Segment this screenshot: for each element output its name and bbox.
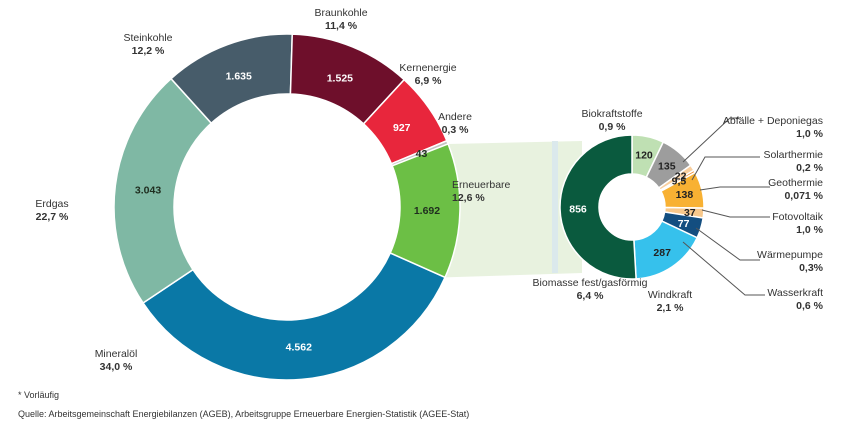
main-share-mineraloel: 34,0 %	[100, 361, 133, 373]
main-label-erneuerbare: Erneuerbare	[452, 179, 511, 191]
leader-line-wasserkraft	[682, 241, 765, 296]
main-value-steinkohle: 1.635	[226, 71, 252, 83]
renew-label-abfaelle-deponiegas: Abfälle + Deponiegas	[723, 115, 823, 127]
main-value-braunkohle: 1.525	[327, 72, 353, 84]
renew-share-abfaelle-deponiegas: 1,0 %	[796, 128, 824, 140]
renew-value-wasserkraft: 77	[678, 218, 690, 230]
renew-value-solarthermie: 22	[675, 170, 687, 182]
leader-line-solarthermie	[691, 156, 760, 181]
main-share-kernenergie: 6,9 %	[415, 75, 443, 87]
connector-band	[445, 141, 582, 278]
renew-value-biokraftstoffe: 120	[635, 149, 653, 161]
main-label-steinkohle: Steinkohle	[123, 32, 172, 44]
renew-share-windkraft: 2,1 %	[657, 302, 685, 314]
main-label-braunkohle: Braunkohle	[314, 7, 367, 19]
main-value-erneuerbare: 1.692	[414, 205, 440, 217]
main-slice-erdgas	[113, 77, 213, 304]
main-share-andere: 0,3 %	[442, 124, 470, 136]
main-label-andere: Andere	[438, 111, 472, 123]
renew-share-biokraftstoffe: 0,9 %	[599, 121, 627, 133]
main-label-mineraloel: Mineralöl	[95, 348, 138, 360]
renew-label-wasserkraft: Wasserkraft	[767, 287, 823, 299]
main-slice-erneuerbare	[389, 143, 461, 279]
renew-label-biokraftstoffe: Biokraftstoffe	[581, 108, 642, 120]
renewables-donut	[559, 134, 705, 280]
renew-share-geothermie: 0,071 %	[784, 190, 823, 202]
renew-share-biomasse-fest-gasfoermig: 6,4 %	[577, 290, 605, 302]
renewables-connector	[445, 141, 582, 278]
renew-value-windkraft: 287	[653, 247, 671, 259]
renew-label-geothermie: Geothermie	[768, 177, 823, 189]
main-value-erdgas: 3.043	[135, 185, 161, 197]
main-value-mineraloel: 4.562	[286, 342, 312, 354]
main-label-kernenergie: Kernenergie	[399, 62, 456, 74]
renew-share-wasserkraft: 0,6 %	[796, 300, 824, 312]
leader-line-abfaelle-deponiegas	[682, 117, 740, 163]
leader-line-fotovoltaik	[701, 209, 770, 218]
renew-label-fotovoltaik: Fotovoltaik	[772, 211, 824, 223]
leader-line-waermepumpe	[695, 227, 760, 261]
main-share-braunkohle: 11,4 %	[325, 20, 358, 32]
renew-label-waermepumpe: Wärmepumpe	[757, 249, 823, 261]
main-value-kernenergie: 927	[393, 122, 411, 134]
renew-value-geothermie: 9,5	[672, 175, 687, 187]
renew-label-windkraft: Windkraft	[648, 289, 692, 301]
footnote-preliminary: * Vorläufig	[18, 390, 60, 400]
primary-energy-donut	[113, 33, 461, 381]
renew-label-solarthermie: Solarthermie	[763, 149, 823, 161]
main-share-erneuerbare: 12,6 %	[452, 192, 485, 204]
footnote-source: Quelle: Arbeitsgemeinschaft Energiebilan…	[18, 409, 470, 419]
renew-share-waermepumpe: 0,3%	[799, 262, 824, 274]
renew-value-biomasse-fest-gasfoermig: 856	[569, 204, 587, 216]
main-share-erdgas: 22,7 %	[36, 211, 69, 223]
renew-share-solarthermie: 0,2 %	[796, 162, 824, 174]
renew-slice-biomasse-fest-gasfoermig	[559, 134, 637, 280]
renew-share-fotovoltaik: 1,0 %	[796, 224, 824, 236]
renew-value-waermepumpe: 37	[684, 207, 696, 219]
main-share-steinkohle: 12,2 %	[132, 45, 165, 57]
renew-label-biomasse-fest-gasfoermig: Biomasse fest/gasförmig	[533, 277, 648, 289]
main-label-erdgas: Erdgas	[35, 198, 68, 210]
main-value-andere: 43	[416, 148, 428, 160]
renew-value-abfaelle-deponiegas: 135	[658, 161, 676, 173]
main-slice-mineraloel	[142, 251, 447, 381]
renew-value-fotovoltaik: 138	[676, 189, 694, 201]
connector-edge	[552, 141, 558, 273]
leader-line-geothermie	[699, 186, 770, 191]
